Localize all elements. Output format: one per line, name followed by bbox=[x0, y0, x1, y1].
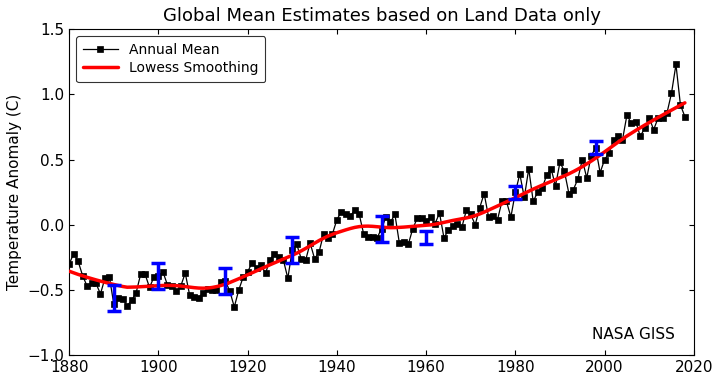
Lowess Smoothing bbox=[65, 269, 73, 274]
Annual Mean bbox=[69, 251, 78, 256]
Legend: Annual Mean, Lowess Smoothing: Annual Mean, Lowess Smoothing bbox=[76, 36, 266, 82]
Annual Mean bbox=[462, 208, 471, 213]
Lowess Smoothing bbox=[199, 286, 207, 290]
Line: Annual Mean: Annual Mean bbox=[66, 62, 688, 310]
Annual Mean bbox=[65, 262, 73, 266]
Lowess Smoothing bbox=[680, 100, 689, 105]
Y-axis label: Temperature Anomaly (C): Temperature Anomaly (C) bbox=[7, 94, 22, 290]
Annual Mean bbox=[74, 259, 83, 264]
Annual Mean bbox=[390, 212, 399, 217]
Lowess Smoothing bbox=[69, 270, 78, 275]
Title: Global Mean Estimates based on Land Data only: Global Mean Estimates based on Land Data… bbox=[163, 7, 600, 25]
Annual Mean bbox=[418, 216, 426, 220]
Annual Mean bbox=[680, 114, 689, 119]
Annual Mean bbox=[230, 305, 238, 309]
Text: NASA GISS: NASA GISS bbox=[592, 327, 675, 342]
Lowess Smoothing bbox=[74, 272, 83, 277]
Lowess Smoothing bbox=[462, 216, 471, 220]
Line: Lowess Smoothing: Lowess Smoothing bbox=[69, 103, 685, 288]
Lowess Smoothing bbox=[390, 225, 399, 230]
Annual Mean bbox=[672, 62, 680, 67]
Lowess Smoothing bbox=[418, 223, 426, 228]
Annual Mean bbox=[676, 103, 685, 107]
Lowess Smoothing bbox=[672, 105, 680, 110]
